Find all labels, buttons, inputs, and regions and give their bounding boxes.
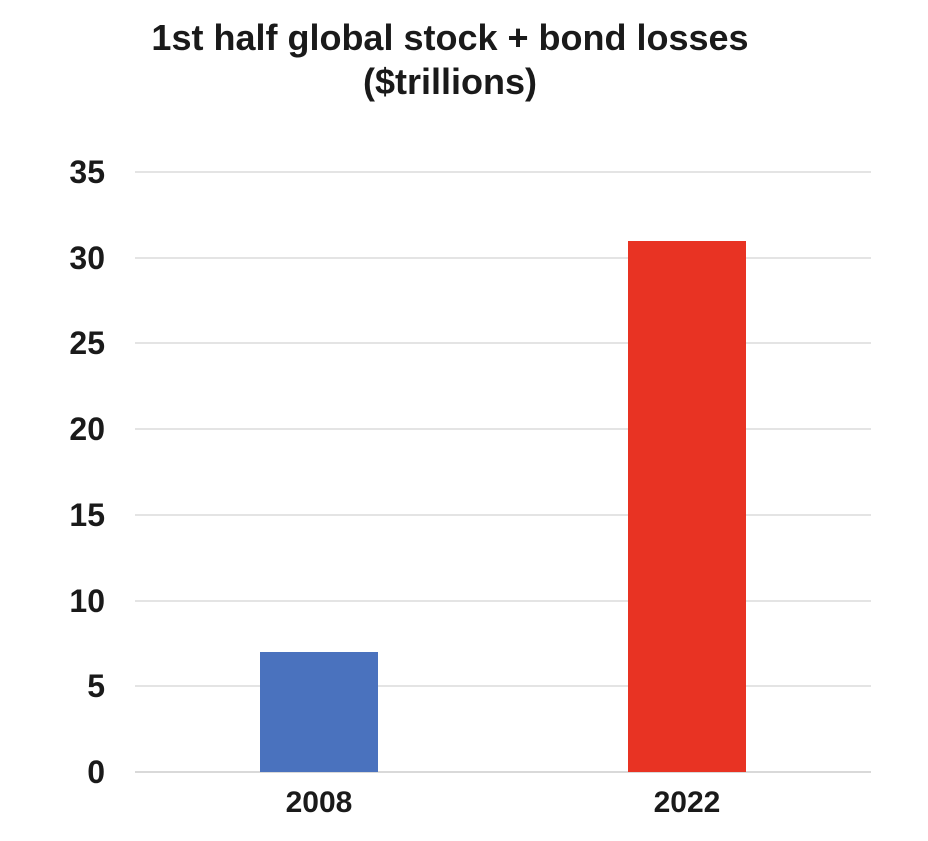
- x-tick-label: 2008: [285, 786, 353, 819]
- gridline: [135, 513, 871, 516]
- bar-2008: [260, 652, 378, 772]
- gridline: [135, 171, 871, 173]
- y-tick-label: 5: [87, 668, 105, 705]
- y-tick-label: 25: [69, 325, 105, 362]
- y-tick-label: 0: [87, 754, 105, 790]
- y-tick-label: 35: [69, 154, 105, 190]
- gridline: [135, 771, 871, 773]
- y-tick-label: 15: [69, 496, 105, 533]
- chart-title: 1st half global stock + bond losses ($tr…: [0, 16, 900, 104]
- gridline: [135, 599, 871, 602]
- gridline: [135, 428, 871, 431]
- gridline: [135, 342, 871, 345]
- y-tick-label: 20: [69, 411, 105, 448]
- gridline: [135, 256, 871, 259]
- gridline: [135, 685, 871, 688]
- y-tick-label: 10: [69, 582, 105, 619]
- plot-area: [135, 171, 871, 773]
- bar-2022: [628, 240, 746, 772]
- y-tick-label: 30: [69, 239, 105, 276]
- chart-title-line2: ($trillions): [362, 60, 537, 102]
- chart-title-line1: 1st half global stock + bond losses: [151, 17, 749, 58]
- x-tick-label: 2022: [653, 786, 721, 819]
